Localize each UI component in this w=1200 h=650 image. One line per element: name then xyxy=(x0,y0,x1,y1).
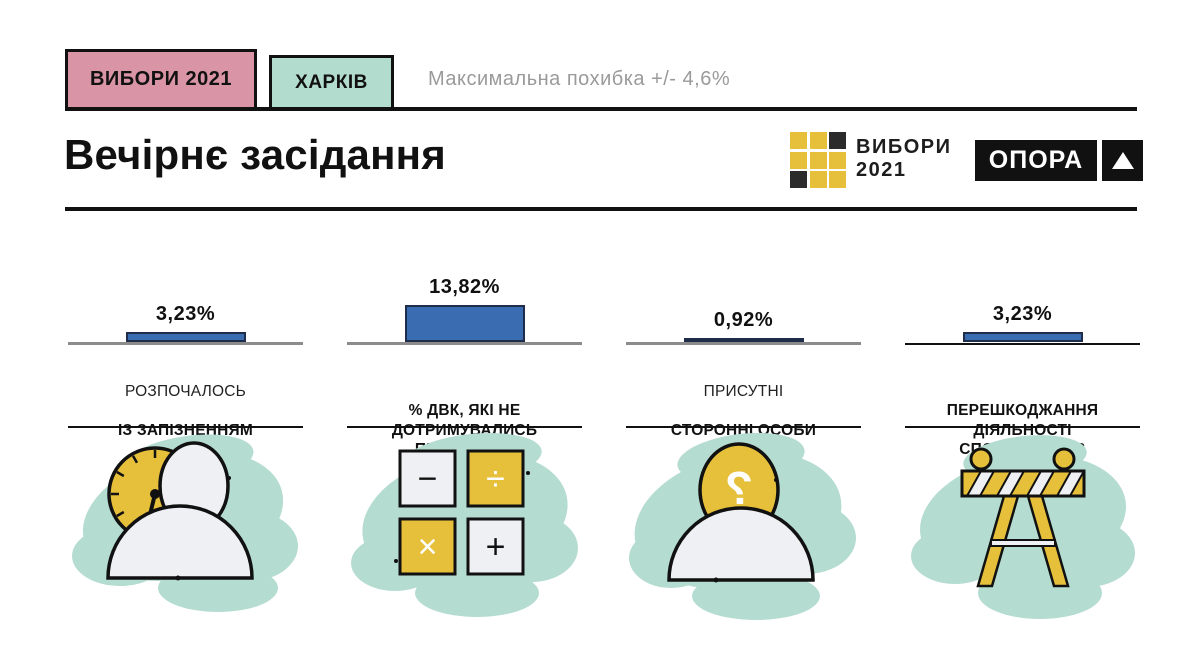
elections-logo-line2: 2021 xyxy=(856,159,907,181)
road-barrier-icon xyxy=(911,435,1135,619)
chart-baseline xyxy=(347,342,582,345)
stat-column-count-procedure: 13,82% % ДВК, ЯКІ НЕ ДОТРИМУВАЛИСЬ ПРОЦЕ… xyxy=(347,265,582,623)
bar-value-label: 0,92% xyxy=(713,309,774,331)
brush-blob xyxy=(351,433,578,617)
chart-baseline xyxy=(905,343,1140,345)
stat-column-obstruction: 3,23% ПЕРЕШКОДЖАННЯ ДІЯЛЬНОСТІ СПОСТЕРІГ… xyxy=(905,265,1140,623)
stat-label-regular: ПРИСУТНІ xyxy=(703,382,784,400)
question-mark: ? xyxy=(725,462,753,514)
plus-symbol: + xyxy=(486,528,506,566)
calc-symbols: − ÷ × + xyxy=(418,460,506,566)
bar-value-label: 3,23% xyxy=(155,303,216,325)
divide-symbol: ÷ xyxy=(486,460,505,498)
bar-value-label: 13,82% xyxy=(429,276,500,298)
column-divider xyxy=(347,426,582,428)
bar-chart-count-procedure: 13,82% xyxy=(347,265,582,345)
city-badge-label: ХАРКІВ xyxy=(295,71,368,93)
multiply-symbol: × xyxy=(418,528,438,566)
opora-triangle-icon xyxy=(1102,140,1143,181)
elections-2021-logo: ВИБОРИ 2021 xyxy=(790,132,951,188)
bar xyxy=(404,305,525,342)
elections-logo-line1: ВИБОРИ xyxy=(856,136,952,158)
top-divider xyxy=(65,107,1137,111)
bar-value-label: 3,23% xyxy=(992,303,1053,325)
stat-label-bold: ІЗ ЗАПІЗНЕННЯМ xyxy=(118,421,253,439)
chart-baseline xyxy=(626,342,861,345)
bar xyxy=(125,332,246,342)
elections-logo-grid-icon xyxy=(790,132,846,188)
stat-column-outsiders: 0,92% ПРИСУТНІ СТОРОННІ ОСОБИ xyxy=(626,265,861,623)
outsiders-icon: ? xyxy=(626,428,861,623)
bar-chart-outsiders: 0,92% xyxy=(626,265,861,345)
bar-chart-late-start: 3,23% xyxy=(68,265,303,345)
bar-chart-obstruction: 3,23% xyxy=(905,265,1140,345)
stat-label: ПЕРЕШКОДЖАННЯ ДІЯЛЬНОСТІ СПОСТЕРІГАЧІВ xyxy=(905,362,1140,458)
stat-label: РОЗПОЧАЛОСЬ ІЗ ЗАПІЗНЕННЯМ xyxy=(118,362,253,439)
chart-baseline xyxy=(68,342,303,345)
counting-procedure-icon: − ÷ × + xyxy=(347,428,582,623)
brush-blob xyxy=(911,435,1135,619)
obstruction-icon xyxy=(905,428,1140,623)
arithmetic-keys-icon: − ÷ × + xyxy=(351,433,578,617)
unknown-person-icon: ? xyxy=(629,432,856,620)
stat-label: % ДВК, ЯКІ НЕ ДОТРИМУВАЛИСЬ ПРОЦЕДУРИ ПІ… xyxy=(347,362,582,478)
calc-keys xyxy=(398,449,525,576)
opora-wordmark: ОПОРА xyxy=(975,140,1097,181)
stat-label: ПРИСУТНІ СТОРОННІ ОСОБИ xyxy=(671,362,816,439)
elections-badge: ВИБОРИ 2021 xyxy=(65,49,257,110)
stats-row: 3,23% РОЗПОЧАЛОСЬ ІЗ ЗАПІЗНЕННЯМ xyxy=(68,265,1140,623)
clock-person-icon xyxy=(72,434,298,612)
elections-logo-text: ВИБОРИ 2021 xyxy=(856,132,951,188)
title-divider xyxy=(65,207,1137,211)
column-divider xyxy=(905,426,1140,428)
stat-column-late-start: 3,23% РОЗПОЧАЛОСЬ ІЗ ЗАПІЗНЕННЯМ xyxy=(68,265,303,623)
stat-label-regular: РОЗПОЧАЛОСЬ xyxy=(124,382,247,400)
minus-symbol: − xyxy=(418,460,438,498)
person-body xyxy=(667,506,815,582)
elections-badge-label: ВИБОРИ 2021 xyxy=(89,68,232,90)
bar xyxy=(962,332,1083,342)
column-divider xyxy=(68,426,303,428)
late-start-icon xyxy=(68,428,303,623)
barrier xyxy=(960,447,1086,588)
page-title: Вечірнє засідання xyxy=(64,131,446,178)
column-divider xyxy=(626,426,861,428)
bar xyxy=(683,338,804,342)
opora-logo: ОПОРА xyxy=(975,140,1143,181)
city-badge: ХАРКІВ xyxy=(269,55,394,110)
person-icon xyxy=(106,441,254,581)
error-margin-text: Максимальна похибка +/- 4,6% xyxy=(428,68,731,90)
